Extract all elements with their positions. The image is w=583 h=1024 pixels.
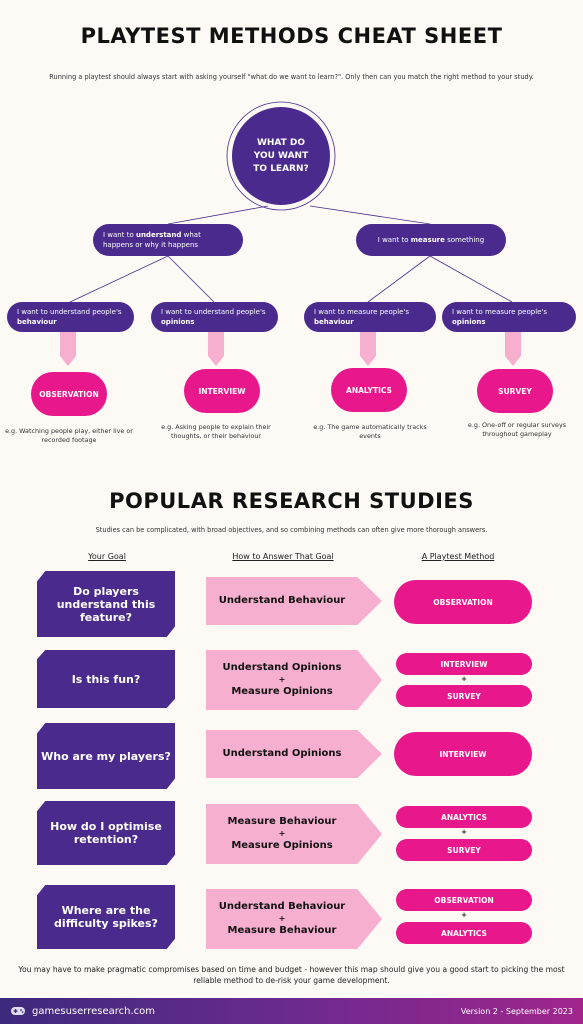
- down-arrow-icon: [360, 332, 376, 366]
- plus-sign: +: [461, 828, 467, 836]
- method-row-4b: SURVEY: [396, 839, 532, 861]
- footer-version: Version 2 - September 2023: [460, 1006, 573, 1016]
- method-row-2b: SURVEY: [396, 685, 532, 707]
- method-row-5a: OBSERVATION: [396, 889, 532, 911]
- method-row-4a: ANALYTICS: [396, 806, 532, 828]
- col-goal-header: Your Goal: [88, 552, 126, 561]
- closing-text: You may have to make pragmatic compromis…: [18, 965, 565, 985]
- down-arrow-icon: [208, 332, 224, 366]
- leaf-measure-opinions: I want to measure people's opinions: [442, 302, 576, 332]
- method-row-2a: INTERVIEW: [396, 653, 532, 675]
- down-arrow-icon: [60, 332, 76, 366]
- method-survey: SURVEY: [477, 369, 553, 413]
- how-row-3: Understand Opinions: [206, 730, 382, 778]
- plus-sign: +: [461, 911, 467, 919]
- goal-row-4: How do I optimise retention?: [37, 801, 175, 865]
- plus-sign: +: [461, 675, 467, 683]
- goal-row-3: Who are my players?: [37, 723, 175, 789]
- studies-title: POPULAR RESEARCH STUDIES: [109, 489, 474, 513]
- col-how-header: How to Answer That Goal: [232, 552, 334, 561]
- page-title: PLAYTEST METHODS CHEAT SHEET: [80, 24, 503, 48]
- example-survey: e.g. One-off or regular surveys througho…: [467, 421, 567, 438]
- method-row-3: INTERVIEW: [394, 732, 532, 776]
- example-observation: e.g. Watching people play, either live o…: [5, 427, 133, 444]
- root-question: WHAT DO YOU WANT TO LEARN?: [232, 107, 330, 205]
- example-interview: e.g. Asking people to explain their thou…: [161, 423, 271, 440]
- col-method-header: A Playtest Method: [421, 552, 495, 561]
- method-row-5b: ANALYTICS: [396, 922, 532, 944]
- intro-text: Running a playtest should always start w…: [49, 73, 534, 81]
- method-analytics: ANALYTICS: [331, 368, 407, 412]
- leaf-understand-behaviour: I want to understand people's behaviour: [7, 302, 134, 332]
- how-row-1: Understand Behaviour: [206, 577, 382, 625]
- leaf-measure-behaviour: I want to measure people's behaviour: [304, 302, 436, 332]
- footer-site-label: gamesuserresearch.com: [32, 1005, 156, 1017]
- tree-connectors: [69, 101, 513, 303]
- how-row-5: Understand Behaviour + Measure Behaviour: [206, 889, 382, 949]
- gamepad-icon: [11, 1007, 25, 1015]
- goal-row-1: Do players understand this feature?: [37, 571, 175, 637]
- footer-bar: gamesuserresearch.com Version 2 - Septem…: [0, 998, 583, 1024]
- method-interview: INTERVIEW: [184, 369, 260, 413]
- example-analytics: e.g. The game automatically tracks event…: [313, 423, 427, 440]
- method-row-1: OBSERVATION: [394, 580, 532, 624]
- method-observation: OBSERVATION: [31, 372, 107, 416]
- goal-row-2: Is this fun?: [37, 650, 175, 708]
- how-row-2: Understand Opinions + Measure Opinions: [206, 650, 382, 710]
- how-row-4: Measure Behaviour + Measure Opinions: [206, 804, 382, 864]
- footer-site[interactable]: gamesuserresearch.com: [10, 1005, 155, 1017]
- goal-row-5: Where are the difficulty spikes?: [37, 885, 175, 949]
- down-arrow-icon: [505, 332, 521, 366]
- studies-intro: Studies can be complicated, with broad o…: [95, 526, 488, 534]
- leaf-understand-opinions: I want to understand people's opinions: [151, 302, 278, 332]
- understand-branch: I want to understand what happens or why…: [93, 224, 243, 256]
- measure-branch: I want to measure something: [356, 224, 506, 256]
